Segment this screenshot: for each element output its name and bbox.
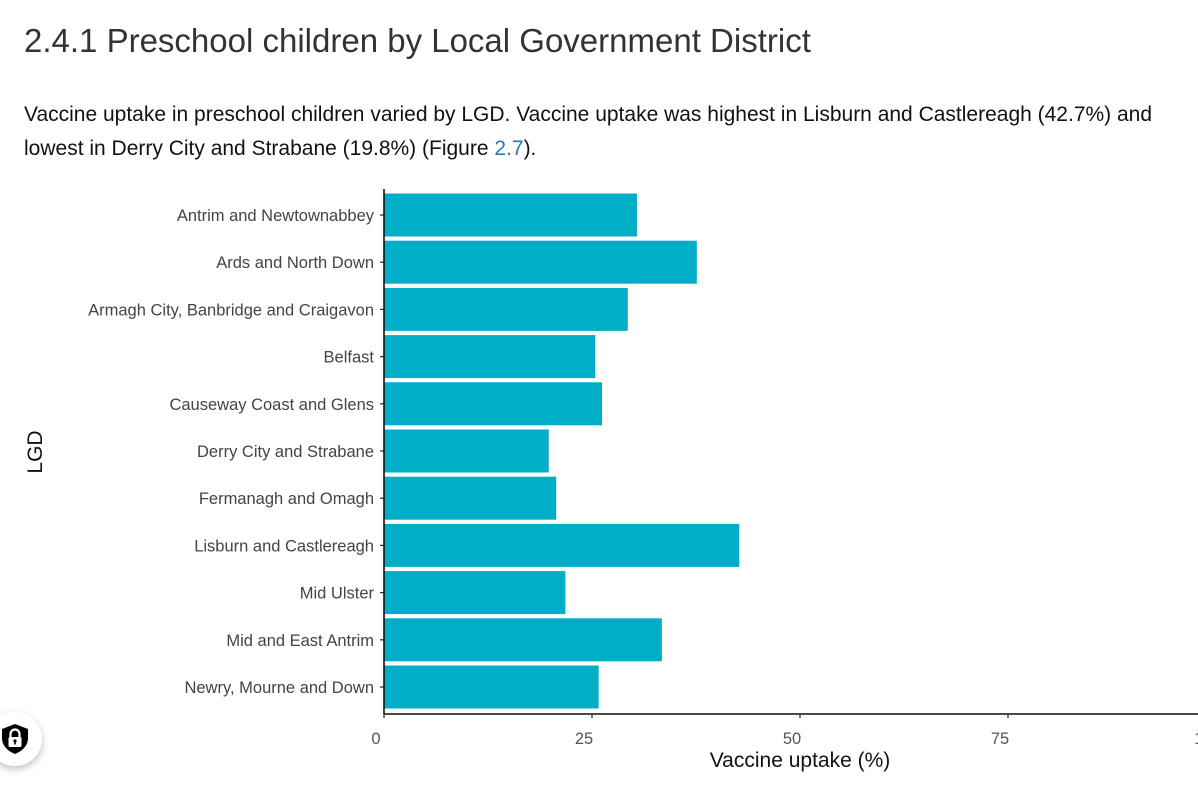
y-tick-label: Belfast: [324, 349, 375, 367]
privacy-lock-button[interactable]: [0, 712, 42, 766]
paragraph-text-end: ).: [523, 137, 537, 160]
x-tick-label: 75: [991, 730, 1009, 748]
x-axis-title: Vaccine uptake (%): [710, 749, 891, 772]
y-tick-label: Newry, Mourne and Down: [184, 679, 374, 697]
bar: [384, 429, 549, 473]
x-tick-label: 25: [575, 730, 593, 748]
y-tick-label: Ards and North Down: [216, 254, 374, 272]
y-tick-label: Lisburn and Castlereagh: [194, 537, 374, 555]
bar: [384, 571, 566, 615]
shield-lock-icon: [2, 724, 28, 754]
y-tick-label: Fermanagh and Omagh: [199, 490, 374, 508]
y-tick-label: Antrim and Newtownabbey: [177, 207, 375, 225]
x-tick-label: 0: [371, 730, 380, 748]
y-axis-title: LGD: [24, 430, 47, 473]
bar: [384, 618, 662, 662]
figure-link[interactable]: 2.7: [494, 137, 524, 160]
bar: [384, 287, 628, 331]
bar: [384, 523, 740, 567]
y-tick-label: Mid Ulster: [300, 585, 375, 603]
x-tick-label: 50: [783, 730, 801, 748]
x-tick-label: 100: [1194, 730, 1198, 748]
bar: [384, 193, 637, 237]
description-paragraph: Vaccine uptake in preschool children var…: [24, 98, 1194, 166]
bar: [384, 382, 602, 426]
bar: [384, 240, 697, 284]
bar: [384, 335, 596, 379]
y-tick-label: Causeway Coast and Glens: [169, 396, 374, 414]
y-tick-label: Armagh City, Banbridge and Craigavon: [88, 301, 374, 319]
bar: [384, 476, 557, 520]
paragraph-text: Vaccine uptake in preschool children var…: [24, 103, 1153, 160]
bar: [384, 665, 599, 709]
section-heading: 2.4.1 Preschool children by Local Govern…: [24, 22, 811, 59]
y-tick-label: Mid and East Antrim: [226, 632, 374, 650]
y-tick-label: Derry City and Strabane: [197, 443, 374, 461]
